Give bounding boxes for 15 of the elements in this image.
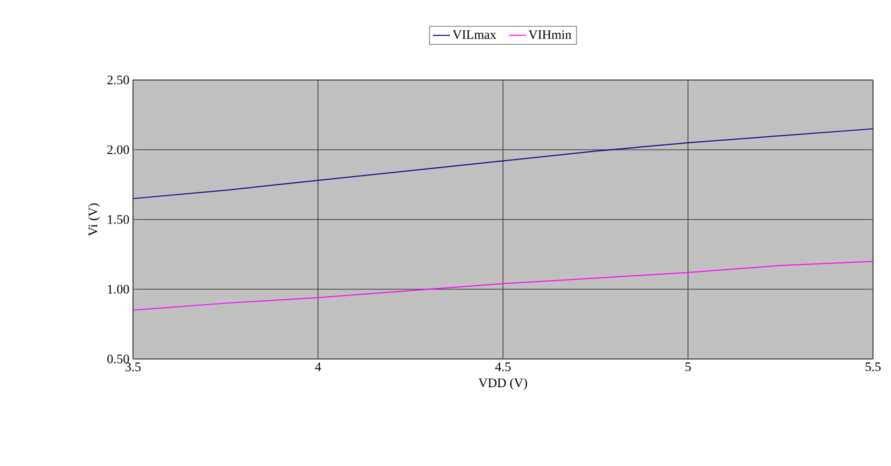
- y-tick-label: 2.50: [107, 76, 129, 84]
- legend-label: VILmax: [452, 30, 496, 40]
- y-axis-title: Vi (V): [88, 203, 100, 236]
- y-tick-label: 1.00: [108, 284, 129, 294]
- x-axis-title: VDD (V): [478, 378, 528, 390]
- y-tick-label: 2.00: [107, 145, 129, 154]
- x-tick-label: 5.5: [866, 362, 881, 372]
- line-series: [133, 260, 874, 311]
- x-tick-label: 3.5: [126, 362, 141, 372]
- x-tick-label: 4.5: [495, 362, 511, 372]
- x-tick-label: 5: [686, 362, 691, 372]
- x-tick-label: 4: [315, 362, 322, 372]
- y-tick-label: 1.50: [108, 215, 129, 224]
- y-tick-label: 0.50: [107, 354, 129, 364]
- legend-label: VIHmin: [528, 30, 572, 40]
